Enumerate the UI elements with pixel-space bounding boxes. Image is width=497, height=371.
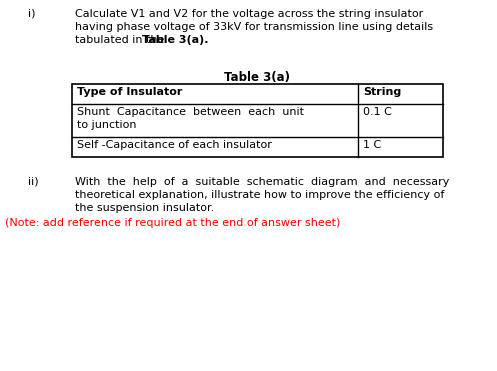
Text: Table 3(a): Table 3(a) xyxy=(224,71,290,84)
Text: Shunt  Capacitance  between  each  unit: Shunt Capacitance between each unit xyxy=(77,107,304,117)
Text: tabulated in the: tabulated in the xyxy=(75,35,168,45)
Text: String: String xyxy=(363,87,401,97)
Text: Table 3(a).: Table 3(a). xyxy=(142,35,209,45)
Text: ii): ii) xyxy=(28,177,39,187)
Text: 0.1 C: 0.1 C xyxy=(363,107,392,117)
Text: i): i) xyxy=(28,9,35,19)
Text: 1 C: 1 C xyxy=(363,140,381,150)
Text: With  the  help  of  a  suitable  schematic  diagram  and  necessary: With the help of a suitable schematic di… xyxy=(75,177,449,187)
Text: Self -Capacitance of each insulator: Self -Capacitance of each insulator xyxy=(77,140,272,150)
Text: the suspension insulator.: the suspension insulator. xyxy=(75,203,214,213)
Text: Calculate V1 and V2 for the voltage across the string insulator: Calculate V1 and V2 for the voltage acro… xyxy=(75,9,423,19)
Text: theoretical explanation, illustrate how to improve the efficiency of: theoretical explanation, illustrate how … xyxy=(75,190,444,200)
Text: having phase voltage of 33kV for transmission line using details: having phase voltage of 33kV for transmi… xyxy=(75,22,433,32)
Text: Type of Insulator: Type of Insulator xyxy=(77,87,182,97)
Text: to junction: to junction xyxy=(77,120,137,130)
Bar xyxy=(72,84,443,157)
Text: (Note: add reference if required at the end of answer sheet): (Note: add reference if required at the … xyxy=(5,218,340,228)
